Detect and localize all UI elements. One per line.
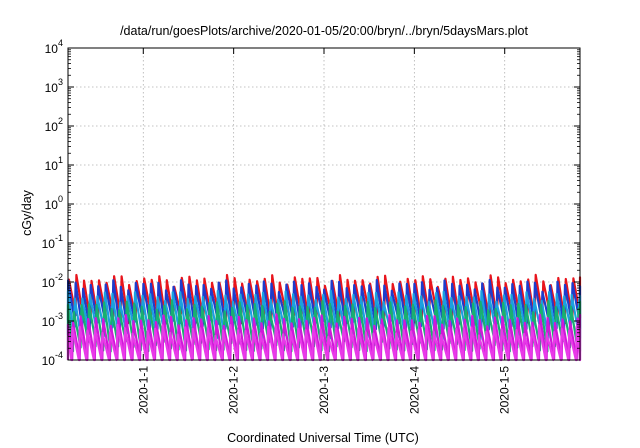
x-tick-label: 2020-1-1 bbox=[136, 366, 150, 414]
chart-title: /data/run/goesPlots/archive/2020-01-05/2… bbox=[120, 24, 528, 38]
x-axis-label: Coordinated Universal Time (UTC) bbox=[227, 431, 419, 445]
x-tick-label: 2020-1-2 bbox=[227, 366, 241, 414]
y-tick-label: 100 bbox=[45, 194, 63, 212]
axis-layer: 10-4 10-3 10-2 10-1 100 101 102 103 104 2020-1-1 2… bbox=[42, 38, 580, 414]
y-tick-label: 10-1 bbox=[42, 233, 63, 251]
y-tick-label: 103 bbox=[45, 77, 63, 95]
x-tick-label: 2020-1-5 bbox=[498, 366, 512, 414]
x-tick-label: 2020-1-4 bbox=[407, 366, 421, 414]
y-tick-label: 10-4 bbox=[42, 350, 63, 368]
y-axis-label: cGy/day bbox=[20, 189, 34, 236]
y-tick-label: 104 bbox=[45, 38, 63, 56]
y-tick-label: 102 bbox=[45, 116, 63, 134]
y-tick-label: 10-3 bbox=[42, 311, 63, 329]
y-tick-label: 101 bbox=[45, 155, 63, 173]
series-layer bbox=[66, 273, 582, 362]
x-tick-label: 2020-1-3 bbox=[317, 366, 331, 414]
y-tick-label: 10-2 bbox=[42, 272, 63, 290]
